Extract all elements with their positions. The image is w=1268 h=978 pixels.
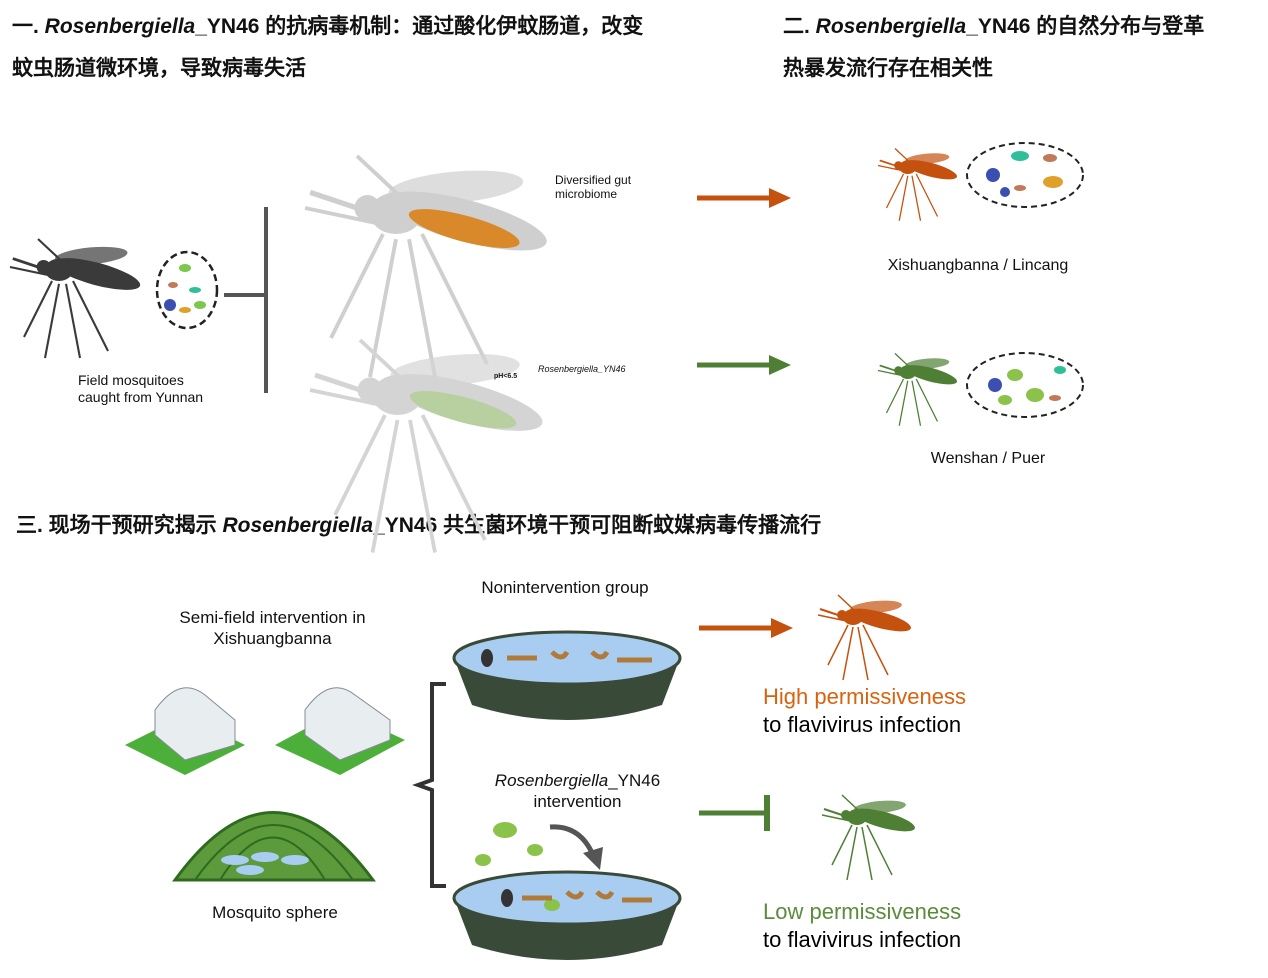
high-permissiveness-text: High permissiveness to flavivirus infect…: [763, 683, 966, 739]
mosquito-drawing: [309, 338, 543, 553]
semi-field-label: Semi-field intervention in Xishuangbanna: [150, 607, 395, 649]
bacteria-and-arrow: [475, 822, 603, 870]
region-label-1: Xishuangbanna / Lincang: [887, 257, 1069, 274]
arrow-green: [697, 355, 791, 375]
arrow-orange: [697, 188, 791, 208]
greenhouse-illustration: [125, 687, 405, 882]
curly-bracket: [412, 682, 446, 888]
title-rest: _YN46 共生菌环境干预可阻断蚊媒病毒传播流行: [373, 514, 822, 537]
title-prefix: 二.: [783, 15, 816, 38]
microbiome-bubble-rosenbergiella: [966, 352, 1084, 418]
microbiome-bubble: [155, 250, 219, 330]
field-mosquito-label: Field mosquitoes caught from Yunnan: [78, 372, 203, 406]
label-line: Field mosquitoes: [78, 372, 184, 388]
low-permissiveness-label: Low permissiveness: [763, 899, 962, 924]
mosquito-drawing: [877, 148, 958, 221]
title-line2: 蚊虫肠道微环境，导致病毒失活: [12, 57, 306, 80]
title-line2: 热暴发流行存在相关性: [783, 57, 993, 80]
ph-label: pH<6.5: [494, 373, 518, 380]
title-italic: Rosenbergiella: [44, 15, 196, 38]
label-line: caught from Yunnan: [78, 389, 204, 405]
low-permissiveness-text: Low permissiveness to flavivirus infecti…: [763, 898, 961, 954]
mosquito-drawing: [304, 154, 547, 378]
title-prefix: 一.: [12, 15, 45, 38]
gut-microbiome-label: Diversified gut microbiome: [555, 173, 631, 201]
label-rest: _YN46: [608, 771, 661, 790]
region-label-2: Wenshan / Puer: [930, 450, 1046, 467]
label-line: intervention: [533, 792, 622, 811]
title-rest: _YN46 的自然分布与登革: [966, 15, 1205, 38]
mosquito-drawing: [821, 794, 915, 881]
title-prefix: 三. 现场干预研究揭示: [16, 514, 223, 537]
section3-title: 三. 现场干预研究揭示 Rosenbergiella_YN46 共生菌环境干预可…: [16, 505, 1016, 547]
mosquito-drawing: [817, 594, 911, 681]
mosquito-drawing: [9, 238, 141, 359]
label-line: Xishuangbanna: [213, 629, 332, 648]
label-line: Semi-field intervention in: [179, 608, 366, 627]
title-italic: Rosenbergiella: [815, 15, 967, 38]
strain-label: Rosenbergiella_YN46: [538, 364, 626, 374]
title-rest: _YN46 的抗病毒机制：通过酸化伊蚊肠道，改变: [195, 15, 644, 38]
high-permissiveness-label: High permissiveness: [763, 684, 966, 709]
section2-title: 二. Rosenbergiella_YN46 的自然分布与登革 热暴发流行存在相…: [783, 6, 1263, 90]
arrow-orange-high: [699, 618, 793, 638]
larvae-dish-control: [452, 630, 682, 720]
inhibition-bar-green: [699, 795, 770, 831]
sphere-label: Mosquito sphere: [212, 903, 338, 922]
label-line: Diversified gut: [555, 173, 632, 187]
flavivirus-label: to flavivirus infection: [763, 712, 962, 737]
intervention-label: Rosenbergiella_YN46 intervention: [460, 770, 695, 812]
larvae-dish-intervention: [452, 870, 682, 960]
label-line: microbiome: [555, 187, 618, 201]
bracket-connector: [224, 207, 268, 393]
title-italic: Rosenbergiella: [222, 514, 374, 537]
mosquito-drawing: [877, 353, 958, 426]
flavivirus-label: to flavivirus infection: [763, 927, 962, 952]
microbiome-bubble-diverse: [966, 142, 1084, 208]
section1-title: 一. Rosenbergiella_YN46 的抗病毒机制：通过酸化伊蚊肠道，改…: [12, 6, 752, 90]
label-italic: Rosenbergiella: [494, 771, 609, 790]
nonintervention-label: Nonintervention group: [481, 578, 649, 597]
